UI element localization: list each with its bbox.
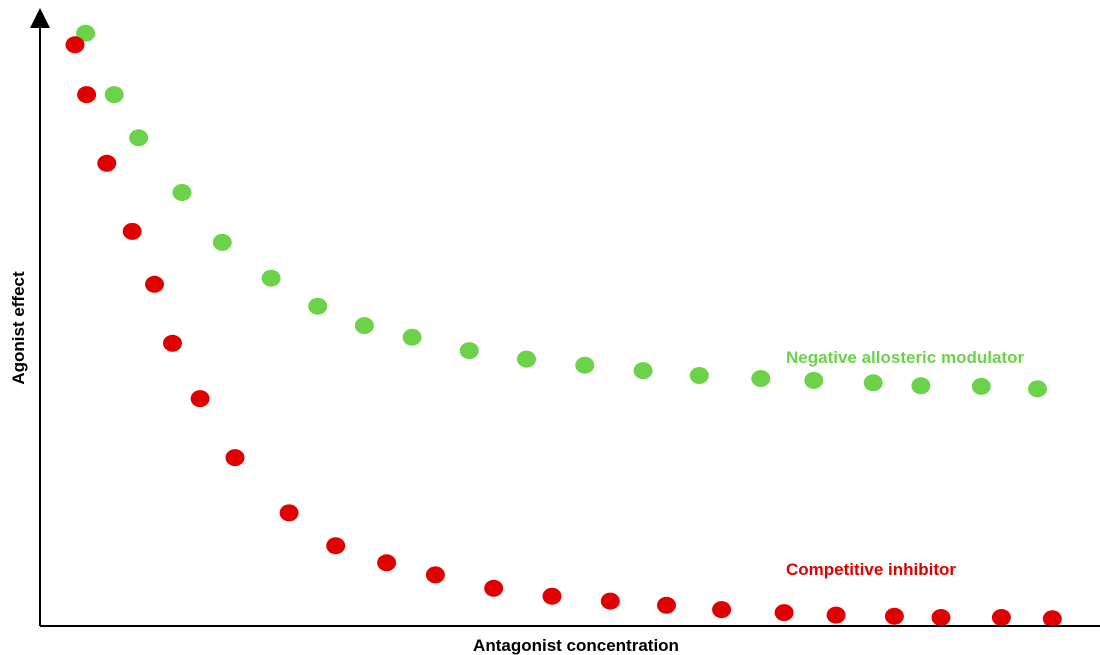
competitive-inhibitor-point-11	[377, 554, 397, 572]
competitive-inhibitor-point-23	[1042, 610, 1062, 628]
competitive-inhibitor-point-10	[326, 537, 346, 555]
competitive-inhibitor-point-16	[657, 596, 676, 614]
competitive-inhibitor-point-19	[826, 606, 846, 624]
negative-allosteric-modulator-point-16	[804, 371, 824, 389]
competitive-inhibitor-point-1	[65, 36, 85, 54]
negative-allosteric-modulator-point-9	[402, 328, 422, 346]
competitive-inhibitor-point-15	[600, 592, 620, 610]
negative-allosteric-modulator-point-18	[911, 377, 931, 395]
negative-allosteric-modulator-point-20	[1028, 380, 1047, 398]
competitive-inhibitor-point-4	[122, 222, 142, 240]
negative-allosteric-modulator-point-17	[863, 374, 883, 392]
competitive-inhibitor-point-22	[991, 609, 1011, 626]
negative-allosteric-modulator-point-15	[751, 370, 771, 387]
competitive-inhibitor-point-18	[774, 604, 794, 622]
competitive-inhibitor-point-17	[712, 601, 732, 619]
negative-allosteric-modulator-point-12	[575, 356, 595, 374]
negative-allosteric-modulator-point-1	[76, 24, 96, 42]
negative-allosteric-modulator-point-3	[129, 129, 149, 147]
negative-allosteric-modulator-point-8	[354, 317, 374, 335]
competitive-inhibitor-point-9	[279, 504, 299, 522]
competitive-inhibitor-point-14	[542, 587, 562, 605]
negative-allosteric-modulator-point-7	[308, 297, 328, 315]
competitive-inhibitor-point-21	[931, 609, 951, 626]
competitive-inhibitor-point-13	[484, 579, 504, 597]
competitive-inhibitor-point-6	[163, 334, 182, 352]
competitive-inhibitor-point-20	[884, 607, 904, 625]
negative-allosteric-modulator-point-6	[261, 269, 281, 287]
competitive-inhibitor-point-2	[77, 86, 97, 104]
competitive-inhibitor-point-3	[97, 154, 117, 172]
negative-allosteric-modulator-point-4	[172, 184, 192, 201]
competitive-inhibitor-point-5	[145, 275, 164, 293]
x-axis-title: Antagonist concentration	[473, 636, 679, 655]
points-layer	[65, 24, 1062, 628]
negative-allosteric-modulator-point-11	[517, 350, 536, 368]
y-axis-title: Agonist effect	[9, 271, 28, 385]
negative-allosteric-modulator-point-2	[104, 86, 124, 104]
negative-allosteric-modulator-point-19	[971, 377, 991, 395]
competitive-inhibitor-point-7	[190, 390, 210, 408]
series-label-negative-allosteric-modulator: Negative allosteric modulator	[786, 348, 1024, 367]
negative-allosteric-modulator-point-10	[459, 342, 479, 360]
competitive-inhibitor-point-12	[425, 566, 445, 584]
competitive-inhibitor-point-8	[225, 449, 245, 467]
negative-allosteric-modulator-point-14	[689, 367, 709, 384]
negative-allosteric-modulator-point-13	[633, 362, 653, 380]
negative-allosteric-modulator-point-5	[212, 233, 232, 251]
series-label-competitive-inhibitor: Competitive inhibitor	[786, 560, 956, 579]
